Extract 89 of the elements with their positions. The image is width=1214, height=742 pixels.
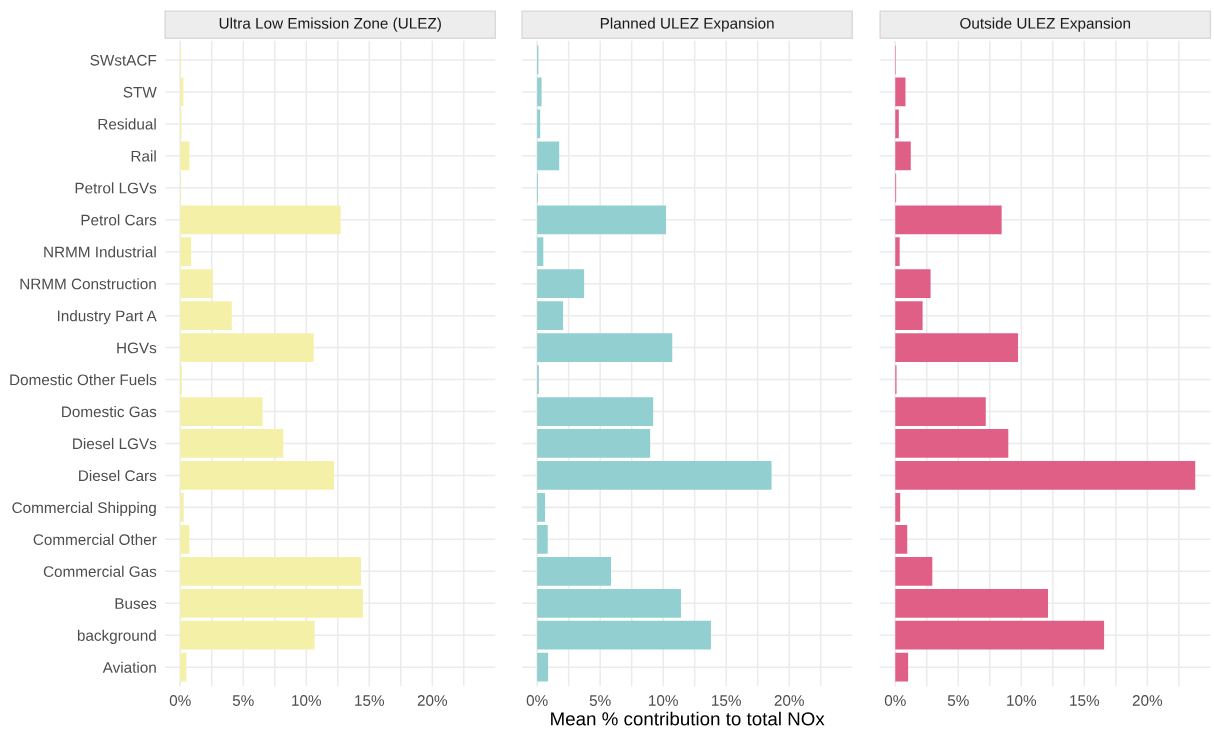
bar (537, 588, 681, 618)
bar (895, 269, 931, 299)
x-tick-label: 15% (712, 695, 741, 706)
bar (895, 333, 1019, 362)
y-tick-label: Commercial Other (33, 533, 157, 546)
chart-title: Ultra Low Emission Zone (ULEZ) (219, 17, 441, 32)
x-tick-label: 10% (649, 695, 678, 706)
bar (537, 141, 560, 171)
bar (895, 141, 911, 171)
bar (537, 652, 549, 682)
y-tick-label: Rail (131, 150, 156, 162)
y-tick-label: background (77, 629, 156, 644)
bar (537, 429, 651, 458)
y-tick-label: Diesel Cars (79, 469, 157, 482)
bar (537, 524, 548, 554)
y-tick-label: Petrol LGVs (75, 182, 157, 194)
x-tick-label: 10% (292, 695, 322, 706)
bar (895, 652, 909, 682)
x-tick-label: 0% (884, 695, 906, 706)
bar (895, 205, 1002, 235)
bar (537, 109, 541, 139)
bar (180, 556, 361, 586)
bar (537, 77, 542, 107)
x-tick-label: 20% (1132, 695, 1163, 706)
y-tick-label: SWstACF (90, 54, 157, 66)
bar (180, 205, 341, 235)
bar (537, 397, 654, 426)
y-tick-label: NRMM Construction (20, 278, 156, 290)
bar (895, 237, 900, 267)
bar (180, 397, 263, 426)
bar (537, 205, 667, 235)
y-tick-label: Petrol Cars (81, 214, 157, 226)
y-tick-label: STW (123, 86, 157, 98)
y-tick-label: NRMM Industrial (44, 246, 156, 258)
bar (895, 620, 1105, 650)
x-tick-label: 20% (774, 695, 804, 706)
bar (180, 620, 315, 650)
bar (180, 493, 184, 522)
bar (180, 429, 284, 458)
bar (537, 493, 546, 522)
bar (537, 556, 611, 586)
bar (180, 652, 187, 682)
bar (895, 397, 986, 426)
bar (180, 588, 363, 618)
bar (180, 269, 213, 299)
y-tick-label: Commercial Gas (43, 565, 157, 577)
bar (537, 620, 711, 650)
bar (537, 461, 772, 490)
y-tick-label: Buses (115, 598, 157, 609)
x-tick-label: 5% (947, 695, 969, 706)
y-tick-label: Aviation (102, 661, 156, 673)
bar (180, 333, 314, 362)
x-tick-label: 20% (417, 695, 448, 706)
bar (895, 77, 906, 107)
bar (180, 77, 184, 107)
x-tick-label: 5% (232, 695, 254, 706)
bar (895, 301, 923, 331)
x-axis-title: Mean % contribution to total NOx (551, 711, 825, 726)
bar (180, 301, 232, 331)
y-tick-label: Domestic Gas (62, 405, 157, 418)
chart-title: Planned ULEZ Expansion (600, 17, 774, 32)
bar (895, 556, 933, 586)
bar (895, 588, 1049, 618)
bar (180, 461, 334, 490)
x-tick-label: 5% (589, 695, 611, 706)
bar (895, 109, 899, 139)
bar (537, 333, 673, 362)
y-tick-label: Domestic Other Fuels (10, 374, 157, 386)
bar (895, 524, 908, 554)
x-tick-label: 10% (1007, 695, 1037, 706)
y-tick-label: Industry Part A (57, 310, 157, 325)
chart-title: Outside ULEZ Expansion (960, 17, 1131, 32)
bar (180, 141, 190, 171)
bar (895, 493, 901, 522)
y-tick-label: HGVs (117, 342, 157, 354)
y-tick-label: Diesel LGVs (73, 437, 157, 450)
bar (895, 429, 1009, 458)
x-tick-label: 0% (169, 695, 191, 706)
bar (180, 237, 192, 267)
x-tick-label: 15% (1070, 695, 1100, 706)
bar (537, 269, 585, 299)
y-tick-label: Commercial Shipping (12, 501, 156, 517)
bar (895, 461, 1196, 490)
x-tick-label: 15% (355, 695, 385, 706)
bar (180, 524, 190, 554)
bar (537, 301, 564, 331)
x-tick-label: 0% (526, 695, 548, 706)
y-tick-label: Residual (98, 118, 156, 130)
bar (537, 237, 544, 267)
